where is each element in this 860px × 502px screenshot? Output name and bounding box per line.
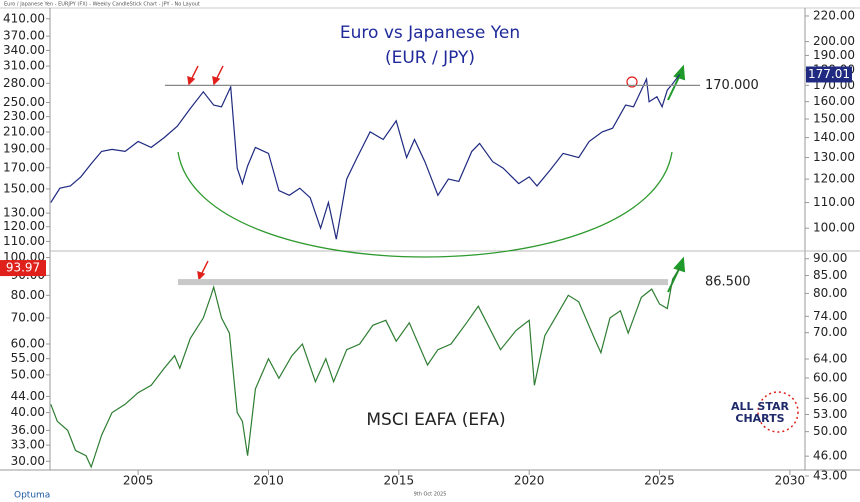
y-tick-label: 150.00 (3, 181, 45, 195)
last-value-box (806, 66, 852, 83)
y-tick-label: 40.00 (11, 405, 45, 419)
y-tick-label: 53.00 (813, 407, 847, 421)
y-tick-label: 160.00 (813, 94, 855, 108)
chart-subtitle: (EUR / JPY) (385, 48, 475, 68)
reference-label: 86.500 (705, 275, 751, 290)
x-tick-label: 2005 (123, 474, 154, 488)
y-tick-label: 46.00 (813, 449, 847, 463)
y-tick-label: 33.00 (11, 438, 45, 452)
y-tick-label: 220.00 (813, 8, 855, 22)
y-tick-label: 74.00 (813, 309, 847, 323)
y-tick-label: 64.00 (813, 352, 847, 366)
last-value-box (0, 260, 46, 277)
y-tick-label: 190.00 (3, 141, 45, 155)
x-tick-label: 2015 (384, 474, 415, 488)
y-tick-label: 130.00 (3, 206, 45, 220)
y-tick-label: 140.00 (813, 130, 855, 144)
x-tick-label: 2025 (644, 474, 675, 488)
panel-title: MSCI EAFA (EFA) (366, 410, 505, 430)
y-tick-label: 110.00 (3, 234, 45, 248)
y-tick-label: 120.00 (3, 219, 45, 233)
y-tick-label: 120.00 (813, 172, 855, 186)
logo-line2: CHARTS (735, 412, 784, 425)
y-tick-label: 44.00 (11, 389, 45, 403)
y-tick-label: 60.00 (813, 371, 847, 385)
y-tick-label: 70.00 (11, 310, 45, 324)
x-tick-label: 2030 (775, 474, 806, 488)
y-tick-label: 200.00 (813, 34, 855, 48)
y-tick-label: 43.00 (813, 469, 847, 483)
y-tick-label: 56.00 (813, 391, 847, 405)
y-tick-label: 210.00 (3, 125, 45, 139)
y-tick-label: 310.00 (3, 59, 45, 73)
footer-date: 9th Oct 2025 (414, 492, 447, 498)
arc (177, 151, 673, 258)
y-tick-label: 340.00 (3, 43, 45, 57)
header: Euro / Japanese Yen - EURJPY (FX) - Week… (4, 2, 200, 8)
y-tick-label: 130.00 (813, 150, 855, 164)
y-tick-label: 50.00 (11, 367, 45, 381)
last-value-label: 93.97 (6, 261, 40, 275)
x-tick-label: 2020 (514, 474, 545, 488)
y-tick-label: 230.00 (3, 109, 45, 123)
y-tick-label: 110.00 (813, 195, 855, 209)
highlight-circle (626, 76, 638, 88)
y-tick-label: 50.00 (813, 424, 847, 438)
y-tick-label: 30.00 (11, 454, 45, 468)
y-tick-label: 100.00 (813, 221, 855, 235)
reference-band (178, 279, 668, 286)
y-tick-label: 55.00 (11, 351, 45, 365)
brand: Optuma (14, 491, 50, 501)
y-tick-label: 90.00 (813, 251, 847, 265)
y-tick-label: 36.00 (11, 423, 45, 437)
y-tick-label: 250.00 (3, 95, 45, 109)
y-tick-label: 60.00 (11, 336, 45, 350)
reference-label: 170.000 (705, 78, 759, 93)
x-tick-label: 2010 (253, 474, 284, 488)
chart-title: Euro vs Japanese Yen (340, 23, 520, 43)
logo: ALL STAR CHARTS (731, 391, 799, 433)
y-tick-label: 70.00 (813, 325, 847, 339)
last-value-label: 177.01 (808, 67, 850, 81)
y-tick-label: 170.00 (3, 160, 45, 174)
y-tick-label: 410.00 (3, 11, 45, 25)
y-tick-label: 190.00 (813, 48, 855, 62)
y-tick-label: 370.00 (3, 29, 45, 43)
red-arrows (187, 65, 224, 281)
y-tick-label: 85.00 (813, 268, 847, 282)
y-tick-label: 80.00 (813, 286, 847, 300)
y-tick-label: 80.00 (11, 288, 45, 302)
y-tick-label: 150.00 (813, 112, 855, 126)
price-line (50, 74, 681, 240)
y-tick-label: 280.00 (3, 76, 45, 90)
logo-line1: ALL STAR (731, 400, 789, 413)
price-line (50, 267, 681, 469)
